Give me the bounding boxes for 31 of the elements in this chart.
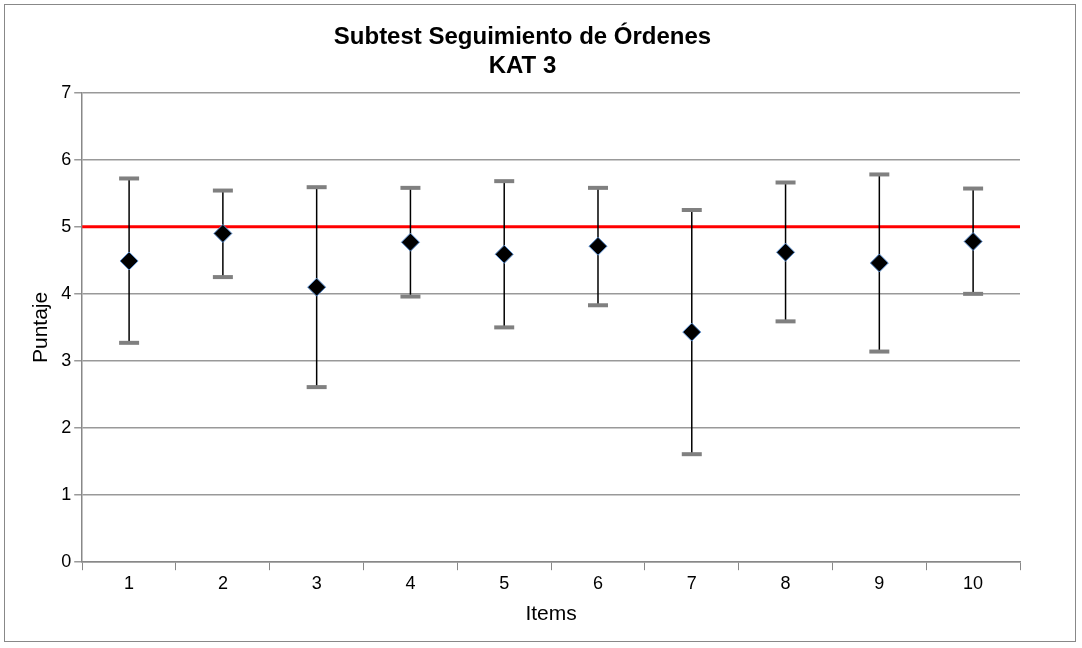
y-tick-label: 2 <box>61 417 72 437</box>
x-tick-label: 2 <box>217 572 228 593</box>
x-tick-label: 8 <box>780 572 791 593</box>
x-tick-label: 3 <box>311 572 322 593</box>
y-tick-label: 5 <box>61 215 72 236</box>
point <box>494 244 514 264</box>
y-tick-label: 1 <box>61 484 72 505</box>
point <box>869 253 889 273</box>
y-axis-title: Puntaje <box>28 291 52 364</box>
point <box>213 223 233 243</box>
chart-title: Subtest Seguimiento de Órdenes KAT 3 <box>333 22 712 78</box>
point <box>963 232 983 252</box>
y-tick-label: 0 <box>61 551 72 572</box>
point <box>588 236 608 256</box>
y-tick-label: 4 <box>61 282 72 303</box>
x-tick-label: 7 <box>686 572 697 593</box>
y-tick-label: 6 <box>61 148 72 169</box>
y-tick-label: 7 <box>61 81 72 102</box>
x-tick-label: 4 <box>405 572 416 593</box>
x-tick-label: 5 <box>499 572 510 593</box>
point <box>119 251 139 271</box>
point <box>307 277 327 297</box>
x-axis-title: Items <box>525 601 577 625</box>
x-tick-label: 10 <box>963 572 984 593</box>
point <box>400 232 420 252</box>
x-tick-label: 9 <box>874 572 885 593</box>
x-tick-label: 1 <box>124 572 135 593</box>
x-tick-label: 6 <box>592 572 603 593</box>
y-tick-label: 3 <box>61 349 72 370</box>
point <box>776 242 796 262</box>
point <box>682 322 702 342</box>
